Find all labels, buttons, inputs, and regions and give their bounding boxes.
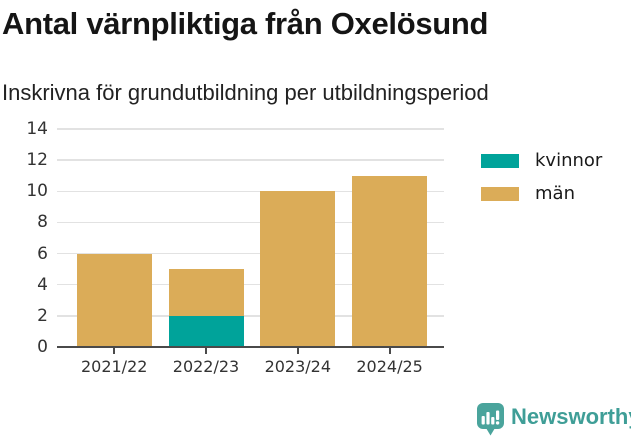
bar-segment-män bbox=[260, 191, 336, 347]
gridline bbox=[57, 190, 444, 193]
x-tick bbox=[205, 348, 207, 354]
y-tick-label: 6 bbox=[37, 243, 48, 264]
plot-area bbox=[57, 120, 444, 347]
legend-swatch-kvinnor bbox=[481, 153, 519, 168]
bar-segment-kvinnor bbox=[168, 315, 244, 347]
x-axis-line bbox=[57, 345, 444, 349]
legend-label: män bbox=[535, 183, 575, 204]
x-tick bbox=[388, 348, 391, 354]
gridline bbox=[57, 128, 444, 130]
y-tick-label: 2 bbox=[37, 305, 48, 326]
gridline bbox=[57, 252, 444, 255]
brand-footer: Newsworthy bbox=[477, 403, 631, 436]
bar-segment-män bbox=[168, 269, 244, 316]
gridline bbox=[57, 283, 444, 286]
legend-label: kvinnor bbox=[535, 150, 603, 171]
gridline bbox=[57, 315, 444, 317]
chart-subtitle: Inskrivna för grundutbildning per utbild… bbox=[2, 80, 489, 105]
y-tick-label: 10 bbox=[26, 181, 48, 202]
legend-item-män: män bbox=[481, 183, 602, 204]
legend: kvinnor män bbox=[481, 150, 602, 216]
x-axis-label: 2024/25 bbox=[356, 357, 423, 376]
x-axis-label: 2022/23 bbox=[172, 357, 240, 376]
y-tick-label: 8 bbox=[37, 212, 48, 233]
gridline bbox=[57, 159, 444, 161]
newsworthy-logo-icon bbox=[477, 403, 504, 436]
y-tick-label: 12 bbox=[26, 150, 48, 171]
bar-segment-män bbox=[352, 175, 428, 347]
legend-swatch-män bbox=[481, 186, 519, 201]
chart-title: Antal värnpliktiga från Oxelösund bbox=[2, 6, 489, 41]
x-axis-label: 2021/22 bbox=[80, 357, 148, 376]
x-tick bbox=[113, 348, 116, 354]
brand-name: Newsworthy bbox=[511, 404, 631, 429]
gridline bbox=[57, 221, 444, 224]
legend-item-kvinnor: kvinnor bbox=[481, 150, 602, 171]
y-tick-label: 14 bbox=[26, 119, 48, 139]
y-tick-label: 0 bbox=[37, 337, 48, 357]
y-tick-label: 4 bbox=[37, 274, 48, 295]
bar-segment-män bbox=[76, 253, 152, 347]
x-tick bbox=[296, 348, 299, 354]
x-axis-label: 2023/24 bbox=[264, 357, 332, 376]
